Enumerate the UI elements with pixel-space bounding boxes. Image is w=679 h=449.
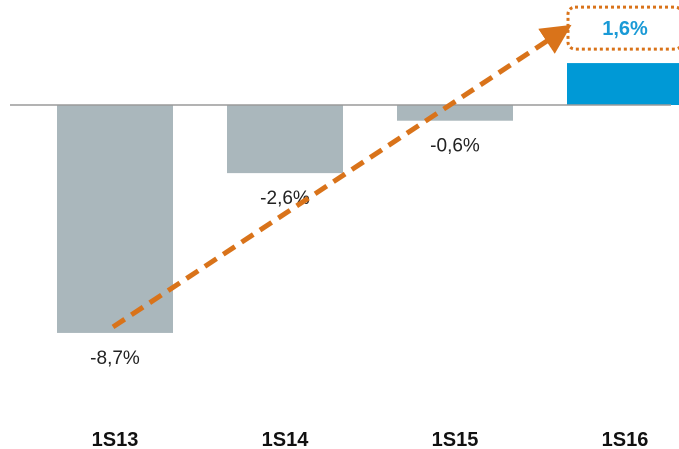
category-label-1s16: 1S16 [602, 429, 649, 449]
category-label-1s15: 1S15 [432, 429, 479, 449]
category-label-1s14: 1S14 [262, 429, 310, 449]
highlight-label-box [566, 5, 679, 51]
bar-1s15 [397, 105, 513, 121]
value-label-1s14: -2,6% [260, 188, 310, 209]
bars-layer [57, 63, 679, 333]
value-label-1s16: 1,6% [602, 18, 648, 40]
value-label-1s15: -0,6% [430, 136, 480, 157]
value-labels-layer: -8,7% -2,6% -0,6% 1,6% [90, 5, 679, 369]
bar-1s14 [227, 105, 343, 174]
category-label-1s13: 1S13 [92, 429, 139, 449]
bar-1s13 [57, 105, 173, 333]
value-label-1s13: -8,7% [90, 348, 140, 369]
bar-1s16 [567, 63, 679, 105]
trend-arrow [111, 24, 572, 330]
category-labels-layer: 1S13 1S14 1S15 1S16 [92, 429, 649, 449]
